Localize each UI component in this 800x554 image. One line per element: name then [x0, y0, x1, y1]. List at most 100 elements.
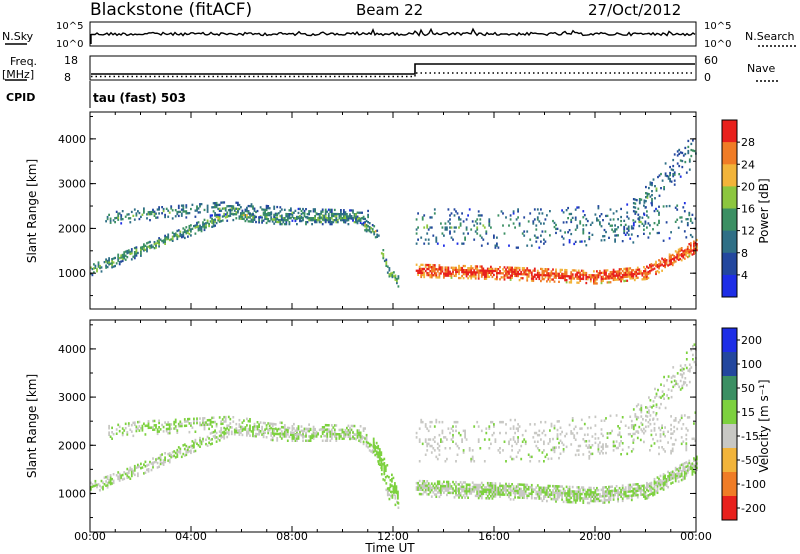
- heatmap-cell: [488, 269, 491, 272]
- heatmap-cell: [666, 379, 668, 382]
- heatmap-cell: [594, 489, 597, 492]
- heatmap-cell: [496, 242, 498, 245]
- heatmap-cell: [303, 215, 306, 218]
- heatmap-cell: [632, 275, 635, 278]
- heatmap-cell: [208, 441, 210, 444]
- heatmap-cell: [333, 430, 336, 434]
- heatmap-cell: [127, 469, 130, 472]
- heatmap-cell: [141, 466, 144, 469]
- heatmap-cell: [603, 228, 606, 232]
- heatmap-cell: [609, 224, 612, 227]
- heatmap-cell: [438, 272, 441, 275]
- heatmap-cell: [543, 440, 545, 443]
- heatmap-cell: [568, 494, 571, 497]
- heatmap-cell: [688, 370, 691, 373]
- heatmap-cell: [364, 221, 366, 224]
- heatmap-cell: [538, 486, 541, 489]
- heatmap-cell: [576, 281, 579, 284]
- heatmap-cell: [576, 494, 579, 498]
- heatmap-cell: [490, 488, 492, 491]
- heatmap-cell: [240, 217, 242, 220]
- heatmap-cell: [365, 230, 368, 233]
- heatmap-cell: [391, 490, 393, 494]
- heatmap-cell: [594, 499, 597, 503]
- heatmap-cell: [209, 421, 212, 424]
- heatmap-cell: [541, 490, 544, 494]
- heatmap-cell: [443, 274, 445, 277]
- heatmap-cell: [694, 411, 697, 414]
- heatmap-cell: [133, 423, 136, 426]
- heatmap-cell: [488, 220, 491, 223]
- heatmap-cell: [391, 473, 393, 477]
- heatmap-cell: [364, 217, 366, 221]
- heatmap-cell: [146, 217, 148, 220]
- heatmap-cell: [423, 275, 426, 279]
- heatmap-cell: [340, 428, 342, 432]
- heatmap-cell: [502, 268, 504, 271]
- heatmap-cell: [505, 491, 507, 494]
- heatmap-cell: [121, 473, 124, 477]
- colorbar-swatch: [722, 186, 737, 209]
- heatmap-cell: [238, 433, 241, 436]
- heatmap-cell: [447, 268, 450, 271]
- heatmap-cell: [423, 214, 426, 217]
- heatmap-cell: [651, 200, 653, 203]
- heatmap-cell: [683, 253, 686, 256]
- heatmap-cell: [552, 219, 554, 223]
- heatmap-cell: [271, 436, 274, 440]
- heatmap-cell: [230, 209, 233, 212]
- heatmap-cell: [453, 214, 456, 217]
- heatmap-cell: [679, 388, 682, 391]
- heatmap-cell: [427, 272, 430, 275]
- heatmap-cell: [646, 273, 648, 276]
- heatmap-cell: [394, 497, 397, 500]
- heatmap-cell: [444, 222, 447, 225]
- heatmap-cell: [491, 490, 494, 494]
- heatmap-cell: [218, 439, 221, 442]
- heatmap-cell: [423, 480, 426, 483]
- heatmap-cell: [423, 482, 426, 485]
- heatmap-cell: [611, 224, 613, 227]
- heatmap-cell: [662, 205, 665, 208]
- heatmap-cell: [488, 482, 491, 485]
- heatmap-cell: [415, 486, 418, 489]
- heatmap-cell: [612, 270, 615, 273]
- heatmap-cell: [603, 497, 606, 500]
- heatmap-cell: [450, 438, 453, 441]
- heatmap-cell: [650, 488, 653, 491]
- heatmap-cell: [335, 439, 338, 442]
- heatmap-cell: [268, 422, 271, 425]
- heatmap-cell: [211, 225, 213, 228]
- heatmap-cell: [632, 198, 635, 201]
- heatmap-cell: [524, 490, 527, 493]
- heatmap-cell: [330, 215, 333, 218]
- heatmap-cell: [196, 209, 198, 212]
- heatmap-cell: [265, 221, 268, 225]
- heatmap-cell: [293, 427, 295, 430]
- heatmap-cell: [567, 275, 569, 278]
- heatmap-cell: [646, 406, 649, 410]
- heatmap-cell: [549, 484, 551, 488]
- heatmap-cell: [440, 270, 442, 273]
- heatmap-cell: [641, 489, 644, 492]
- heatmap-cell: [377, 453, 380, 457]
- heatmap-cell: [608, 273, 610, 276]
- heatmap-cell: [609, 432, 612, 435]
- heatmap-cell: [611, 494, 613, 497]
- heatmap-cell: [670, 168, 673, 171]
- heatmap-cell: [243, 213, 245, 217]
- heatmap-cell: [424, 484, 427, 487]
- heatmap-cell: [614, 487, 616, 490]
- heatmap-cell: [450, 274, 453, 277]
- heatmap-cell: [306, 213, 309, 216]
- heatmap-cell: [296, 433, 298, 436]
- heatmap-cell: [599, 441, 601, 444]
- heatmap-cell: [458, 483, 460, 486]
- heatmap-cell: [476, 271, 479, 274]
- nave-tick-top: 60: [704, 54, 718, 67]
- heatmap-cell: [691, 464, 694, 467]
- heatmap-cell: [633, 278, 636, 282]
- heatmap-cell: [394, 484, 396, 487]
- heatmap-cell: [194, 449, 197, 453]
- heatmap-cell: [261, 428, 263, 431]
